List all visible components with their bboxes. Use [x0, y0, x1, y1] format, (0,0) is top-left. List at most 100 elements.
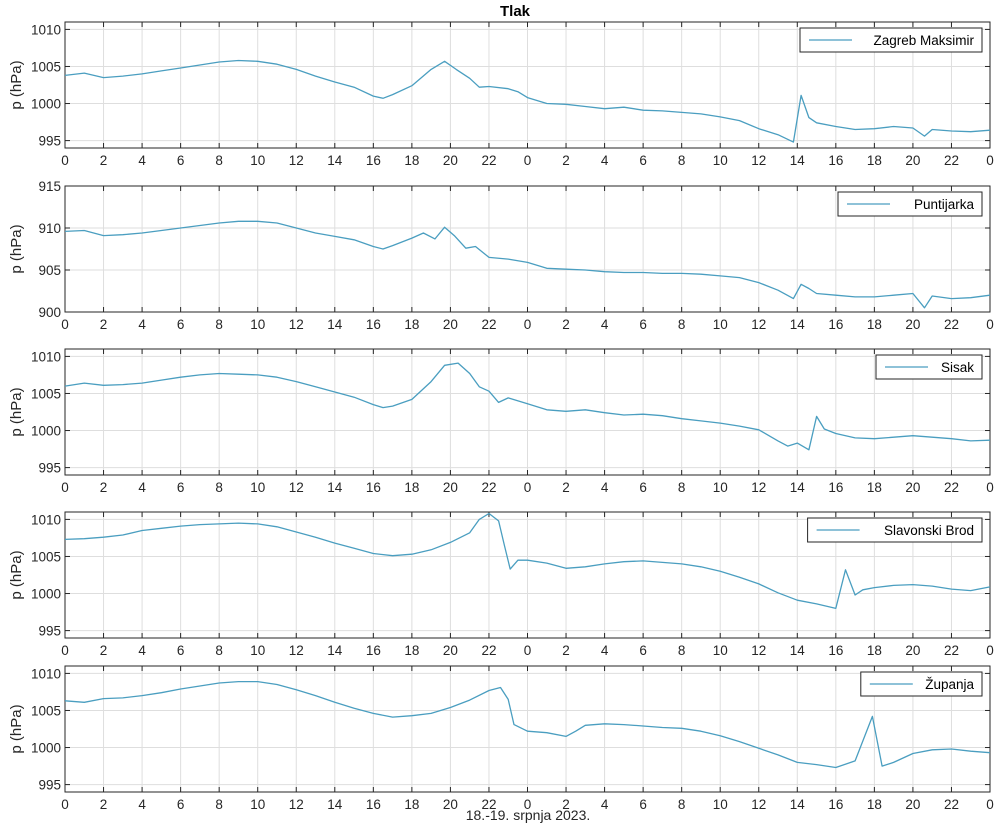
x-tick-label: 4 — [138, 317, 146, 332]
x-tick-label: 0 — [61, 480, 69, 495]
x-axis-label: 18.-19. srpnja 2023. — [466, 807, 591, 823]
x-tick-label: 0 — [986, 480, 994, 495]
x-tick-label: 22 — [944, 153, 959, 168]
chart-title: Tlak — [500, 3, 531, 20]
x-tick-label: 8 — [215, 797, 223, 812]
x-tick-label: 4 — [138, 643, 146, 658]
x-tick-label: 2 — [100, 480, 108, 495]
x-tick-label: 8 — [215, 153, 223, 168]
x-tick-label: 14 — [790, 797, 806, 812]
x-tick-label: 6 — [639, 480, 647, 495]
x-tick-label: 2 — [562, 480, 570, 495]
x-tick-label: 20 — [905, 797, 920, 812]
x-tick-label: 0 — [986, 643, 994, 658]
x-tick-label: 6 — [639, 153, 647, 168]
y-tick-label: 1005 — [31, 386, 61, 401]
x-tick-label: 12 — [289, 480, 304, 495]
y-tick-label: 1000 — [31, 587, 61, 602]
x-tick-label: 20 — [443, 797, 458, 812]
x-tick-label: 0 — [986, 153, 994, 168]
x-tick-label: 10 — [713, 317, 728, 332]
legend: Županja — [860, 671, 983, 697]
y-tick-label: 910 — [38, 221, 61, 236]
x-tick-label: 20 — [443, 153, 458, 168]
x-tick-label: 12 — [751, 317, 766, 332]
y-tick-label: 995 — [38, 778, 61, 793]
x-tick-label: 20 — [443, 317, 458, 332]
x-tick-label: 18 — [867, 480, 882, 495]
x-tick-label: 14 — [327, 797, 343, 812]
x-tick-label: 18 — [867, 153, 882, 168]
x-tick-label: 8 — [678, 153, 686, 168]
x-tick-label: 12 — [289, 317, 304, 332]
x-tick-label: 20 — [905, 317, 920, 332]
x-tick-label: 0 — [61, 317, 69, 332]
x-tick-label: 20 — [443, 643, 458, 658]
x-tick-label: 18 — [404, 797, 419, 812]
x-tick-label: 0 — [61, 643, 69, 658]
panel-1: 0 2 4 6 8 10 12 14 16 18 20 22 0 2 4 6 8 10 12 14 16 18 20 22 09… — [8, 21, 994, 168]
x-tick-label: 4 — [601, 317, 609, 332]
x-tick-label: 12 — [751, 643, 766, 658]
series-line — [64, 680, 991, 769]
x-tick-label: 4 — [138, 797, 146, 812]
x-tick-label: 6 — [639, 643, 647, 658]
chart-panels: 0 2 4 6 8 10 12 14 16 18 20 22 0 2 4 6 8 10 12 14 16 18 20 22 09… — [8, 21, 994, 812]
y-tick-label: 1010 — [31, 666, 61, 681]
x-tick-label: 6 — [177, 153, 185, 168]
x-tick-label: 6 — [177, 317, 185, 332]
x-tick-label: 0 — [524, 643, 532, 658]
x-tick-label: 0 — [524, 317, 532, 332]
x-tick-label: 10 — [250, 480, 265, 495]
x-tick-label: 10 — [250, 153, 265, 168]
x-tick-label: 20 — [443, 480, 458, 495]
x-tick-label: 22 — [944, 797, 959, 812]
x-tick-label: 16 — [366, 317, 381, 332]
x-tick-label: 12 — [289, 797, 304, 812]
x-tick-label: 8 — [215, 317, 223, 332]
x-tick-label: 2 — [100, 153, 108, 168]
x-tick-label: 16 — [828, 317, 843, 332]
x-tick-label: 10 — [713, 643, 728, 658]
x-tick-label: 18 — [867, 797, 882, 812]
x-tick-label: 2 — [562, 317, 570, 332]
x-tick-label: 10 — [250, 643, 265, 658]
x-tick-label: 8 — [215, 480, 223, 495]
x-tick-label: 14 — [790, 480, 806, 495]
x-tick-label: 20 — [905, 480, 920, 495]
x-tick-label: 4 — [138, 153, 146, 168]
y-tick-label: 1000 — [31, 424, 61, 439]
x-tick-label: 12 — [751, 797, 766, 812]
x-tick-label: 16 — [366, 797, 381, 812]
x-tick-label: 22 — [944, 480, 959, 495]
y-tick-label: 995 — [38, 624, 61, 639]
x-tick-label: 4 — [601, 797, 609, 812]
x-tick-label: 22 — [481, 797, 496, 812]
x-tick-label: 14 — [327, 153, 343, 168]
y-tick-label: 905 — [38, 263, 61, 278]
y-tick-label: 1000 — [31, 741, 61, 756]
x-tick-label: 10 — [713, 797, 728, 812]
x-tick-label: 18 — [404, 480, 419, 495]
legend-label: Puntijarka — [914, 197, 975, 212]
x-tick-label: 8 — [678, 643, 686, 658]
x-tick-label: 0 — [61, 153, 69, 168]
x-tick-label: 6 — [177, 643, 185, 658]
x-tick-label: 2 — [562, 797, 570, 812]
x-tick-label: 8 — [678, 317, 686, 332]
x-tick-label: 10 — [713, 480, 728, 495]
y-tick-label: 915 — [38, 179, 61, 194]
x-tick-label: 16 — [828, 643, 843, 658]
x-tick-label: 2 — [562, 643, 570, 658]
series-line — [64, 362, 991, 451]
x-tick-label: 16 — [828, 153, 843, 168]
y-axis-label: p (hPa) — [8, 224, 25, 273]
x-tick-label: 20 — [905, 643, 920, 658]
panel-4: 0 2 4 6 8 10 12 14 16 18 20 22 0 2 4 6 8 10 12 14 16 18 20 22 09… — [8, 511, 994, 658]
x-tick-label: 8 — [678, 797, 686, 812]
x-tick-label: 16 — [828, 480, 843, 495]
x-tick-label: 6 — [639, 797, 647, 812]
panel-2: 0 2 4 6 8 10 12 14 16 18 20 22 0 2 4 6 8 10 12 14 16 18 20 22 09… — [8, 179, 994, 332]
x-tick-label: 2 — [100, 797, 108, 812]
x-tick-label: 18 — [867, 643, 882, 658]
